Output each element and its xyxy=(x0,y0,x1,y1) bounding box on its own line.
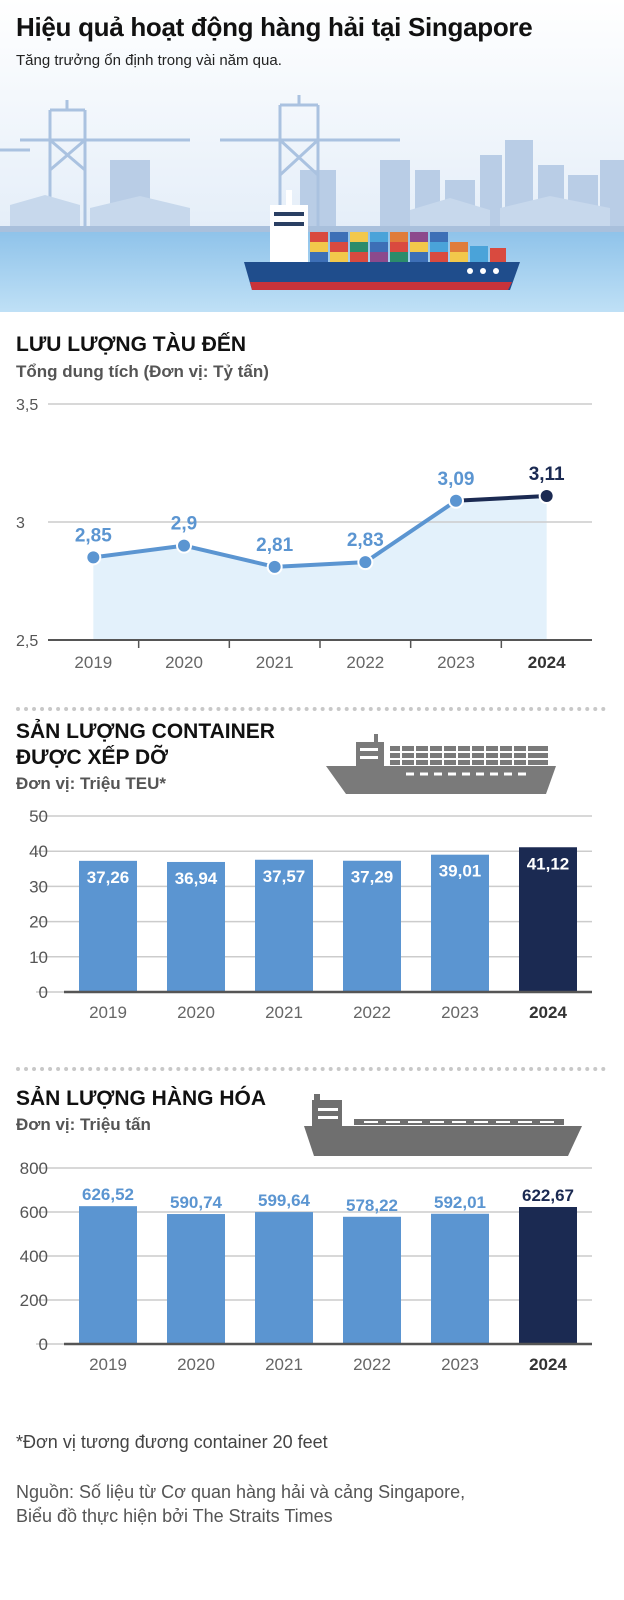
data-label: 2,83 xyxy=(347,530,384,551)
data-label: 39,01 xyxy=(439,862,482,881)
vessel-arrivals-line-chart: 2,5 3 3,5 2019 2020 2021 2022 2023 2024 2,85 2,9 2,… xyxy=(16,397,592,672)
series-line-segment xyxy=(454,494,549,503)
x-tick-label: 2020 xyxy=(177,1003,215,1022)
data-label: 37,26 xyxy=(87,868,130,887)
data-label: 41,12 xyxy=(527,854,570,873)
y-tick-label: 400 xyxy=(20,1247,48,1266)
series-line-segment xyxy=(91,543,186,560)
y-tick-label: 20 xyxy=(29,913,48,932)
data-point xyxy=(266,558,283,575)
x-tick-label: 2022 xyxy=(346,653,384,672)
container-throughput-bar-chart: 0 10 20 30 40 50 37,26 2019 36,94 2020 37,57 2021 37… xyxy=(29,810,592,1022)
data-label: 36,94 xyxy=(175,869,218,888)
data-label: 2,81 xyxy=(256,535,293,556)
data-label: 37,57 xyxy=(263,867,306,886)
bar xyxy=(167,861,225,992)
data-label: 2,9 xyxy=(171,514,197,535)
y-tick-label: 50 xyxy=(29,810,48,826)
section-title-cargo: SẢN LƯỢNG HÀNG HÓA xyxy=(16,1087,267,1110)
x-tick-label: 2024 xyxy=(529,1003,567,1022)
y-tick-label: 3,5 xyxy=(16,397,38,414)
data-label: 578,22 xyxy=(346,1196,398,1215)
cargo-ship-silhouette-icon xyxy=(304,1094,582,1156)
container-ship-silhouette-icon xyxy=(326,734,556,794)
x-tick-label: 2023 xyxy=(441,1355,479,1374)
bar xyxy=(79,860,137,992)
chart-area-fill xyxy=(93,496,547,640)
y-tick-label: 0 xyxy=(39,983,48,1002)
series-line-segment xyxy=(182,543,277,569)
y-tick-label: 30 xyxy=(29,877,48,896)
x-tick-label: 2024 xyxy=(528,653,566,672)
bar xyxy=(343,860,401,992)
x-tick-label: 2022 xyxy=(353,1355,391,1374)
data-point xyxy=(85,549,102,566)
data-label: 3,09 xyxy=(438,469,475,490)
x-tick-label: 2021 xyxy=(265,1355,303,1374)
section-title-vessel-arrivals: LƯU LƯỢNG TÀU ĐẾN xyxy=(16,333,247,356)
x-tick-label: 2021 xyxy=(265,1003,303,1022)
data-label: 37,29 xyxy=(351,868,394,887)
y-tick-label: 40 xyxy=(29,842,48,861)
bar xyxy=(519,1207,577,1344)
cargo-throughput-bar-chart: 0 200 400 600 800 626,52 2019 590,74 2020 599,64 2… xyxy=(20,1162,592,1374)
data-label: 626,52 xyxy=(82,1185,134,1204)
x-tick-label: 2019 xyxy=(89,1003,127,1022)
data-label: 622,67 xyxy=(522,1186,574,1205)
data-label: 590,74 xyxy=(170,1193,223,1212)
y-tick-label: 0 xyxy=(39,1335,48,1354)
x-tick-label: 2023 xyxy=(441,1003,479,1022)
y-tick-label: 600 xyxy=(20,1203,48,1222)
crane-icon xyxy=(0,95,400,230)
x-tick-label: 2021 xyxy=(256,653,294,672)
data-point xyxy=(448,492,464,509)
port-scene-illustration xyxy=(0,0,624,312)
y-tick-label: 800 xyxy=(20,1162,48,1178)
x-tick-label: 2019 xyxy=(74,653,112,672)
y-tick-label: 200 xyxy=(20,1291,48,1310)
series-line-segment xyxy=(272,560,368,569)
x-tick-label: 2022 xyxy=(353,1003,391,1022)
x-tick-label: 2023 xyxy=(437,653,475,672)
bar xyxy=(255,1212,313,1344)
bar xyxy=(167,1214,225,1344)
section-subtitle-container: Đơn vị: Triệu TEU* xyxy=(16,774,166,793)
page-subtitle: Tăng trưởng ổn định trong vài năm qua. xyxy=(16,52,282,69)
bar xyxy=(431,854,489,992)
page-title: Hiệu quả hoạt động hàng hải tại Singapor… xyxy=(16,12,533,42)
y-tick-label: 2,5 xyxy=(16,633,38,650)
section-subtitle-vessel-arrivals: Tổng dung tích (Đơn vị: Tỷ tấn) xyxy=(16,362,269,381)
section-divider xyxy=(16,707,606,711)
data-point xyxy=(176,537,192,554)
bar xyxy=(255,859,313,992)
bar xyxy=(431,1213,489,1344)
data-label: 3,11 xyxy=(529,464,565,485)
data-point xyxy=(538,488,555,505)
warehouse-icon xyxy=(10,195,610,230)
section-title-container-line2: ĐƯỢC XẾP DỠ xyxy=(16,746,169,769)
data-label: 592,01 xyxy=(434,1193,486,1212)
y-tick-label: 3 xyxy=(16,515,25,532)
x-tick-label: 2019 xyxy=(89,1355,127,1374)
container-ship-icon xyxy=(244,190,520,290)
section-divider xyxy=(16,1067,606,1071)
section-title-container-line1: SẢN LƯỢNG CONTAINER xyxy=(16,720,275,743)
x-tick-label: 2020 xyxy=(165,653,203,672)
y-tick-label: 10 xyxy=(29,948,48,967)
x-tick-label: 2024 xyxy=(529,1355,567,1374)
data-label: 599,64 xyxy=(258,1191,311,1210)
bar xyxy=(79,1206,137,1344)
x-tick-label: 2020 xyxy=(177,1355,215,1374)
hero-illustration: Hiệu quả hoạt động hàng hải tại Singapor… xyxy=(0,0,624,312)
bar xyxy=(519,847,577,992)
series-line-segment xyxy=(363,498,458,565)
data-point xyxy=(357,554,374,571)
section-subtitle-cargo: Đơn vị: Triệu tấn xyxy=(16,1115,151,1134)
bar xyxy=(343,1216,401,1344)
source-line-2: Biểu đồ thực hiện bởi The Straits Times xyxy=(16,1506,333,1526)
source-line-1: Nguồn: Số liệu từ Cơ quan hàng hải và cả… xyxy=(16,1482,466,1502)
data-label: 2,85 xyxy=(75,525,112,546)
footnote: *Đơn vị tương đương container 20 feet xyxy=(16,1432,328,1452)
